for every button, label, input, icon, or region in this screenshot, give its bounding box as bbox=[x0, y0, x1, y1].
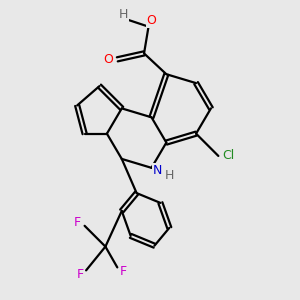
Text: F: F bbox=[120, 266, 127, 278]
Text: H: H bbox=[165, 169, 174, 182]
Text: H: H bbox=[118, 8, 128, 21]
Text: N: N bbox=[153, 164, 162, 177]
Text: F: F bbox=[76, 268, 84, 281]
Text: O: O bbox=[146, 14, 156, 27]
Text: O: O bbox=[103, 53, 113, 66]
Text: F: F bbox=[74, 216, 81, 229]
Text: Cl: Cl bbox=[223, 149, 235, 162]
